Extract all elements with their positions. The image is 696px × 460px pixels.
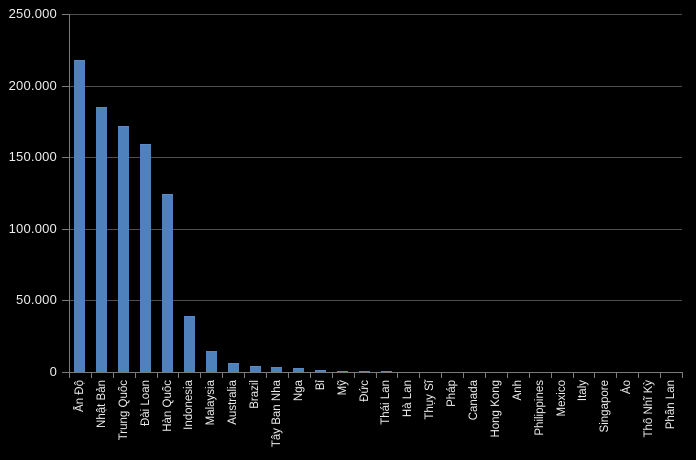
y-axis-tick	[62, 372, 69, 373]
x-axis-tick	[112, 373, 114, 378]
gridline	[69, 300, 682, 302]
y-axis-tick	[62, 14, 69, 15]
y-axis-tick	[62, 157, 69, 159]
bar	[271, 366, 283, 372]
x-axis-label: Thụy Sĩ	[424, 380, 437, 420]
gridline	[69, 14, 682, 15]
x-axis-label: Australia	[227, 380, 240, 425]
x-axis-tick	[287, 373, 289, 378]
y-axis-label: 50.000	[16, 292, 57, 308]
y-axis-label: 100.000	[8, 220, 57, 236]
x-axis-label: Phần Lan	[665, 380, 678, 430]
y-axis-tick	[62, 85, 69, 87]
x-axis-label: Nhật Bản	[95, 380, 108, 428]
x-axis-tick	[156, 373, 158, 378]
bar	[315, 369, 327, 372]
x-axis-tick	[682, 373, 683, 378]
x-axis-tick	[506, 373, 508, 378]
bar	[337, 370, 349, 372]
x-axis-tick	[69, 373, 70, 378]
bar	[118, 125, 130, 372]
x-axis-label: Hà Lan	[402, 380, 415, 418]
x-axis-tick	[528, 373, 530, 378]
gridline	[69, 85, 682, 87]
x-axis-label: Indonesia	[183, 380, 196, 430]
bar	[359, 371, 371, 373]
bar	[380, 371, 392, 373]
x-axis-label: Singapore	[599, 380, 612, 433]
x-axis-label: Hong Kong	[489, 380, 502, 438]
x-axis-label: Anh	[511, 380, 524, 401]
y-axis-line	[69, 14, 70, 373]
y-axis-label: 200.000	[8, 77, 57, 93]
x-axis-tick	[353, 373, 355, 378]
x-axis-tick	[484, 373, 486, 378]
x-axis-label: Italy	[577, 380, 590, 402]
x-axis-tick	[397, 373, 399, 378]
x-axis-label: Thái Lan	[380, 380, 393, 425]
x-axis-label: Bỉ	[314, 380, 327, 391]
y-axis-label: 150.000	[8, 149, 57, 165]
x-axis-label: Malaysia	[205, 380, 218, 426]
x-axis-label: Mỹ	[336, 380, 349, 396]
x-axis-tick	[266, 373, 268, 378]
bar	[293, 367, 305, 372]
x-axis-tick	[419, 373, 421, 378]
bar	[205, 350, 217, 372]
x-axis-label: Pháp	[446, 380, 459, 407]
bar	[96, 107, 108, 372]
x-axis-tick	[90, 373, 92, 378]
bar	[249, 365, 261, 372]
bar	[140, 144, 152, 372]
x-axis-label: Ấn Độ	[73, 380, 86, 412]
x-axis-tick	[375, 373, 377, 378]
x-axis-tick	[200, 373, 202, 378]
y-axis-tick	[62, 300, 69, 302]
x-axis-label: Tây Ban Nha	[270, 380, 283, 448]
x-axis-label: Đức	[358, 380, 371, 402]
y-axis-tick	[62, 228, 69, 230]
x-axis-tick	[244, 373, 246, 378]
y-axis-label: 250.000	[8, 6, 57, 21]
x-axis-label: Philippines	[533, 380, 546, 436]
x-axis-tick	[331, 373, 333, 378]
bar	[183, 316, 195, 372]
gridline	[69, 157, 682, 159]
x-axis-tick	[134, 373, 136, 378]
bar	[227, 362, 239, 372]
x-axis-tick	[550, 373, 552, 378]
x-axis-tick	[222, 373, 224, 378]
x-axis-label: Brazil	[249, 380, 262, 409]
x-axis-label: Nga	[292, 380, 305, 402]
x-axis-label: Canada	[468, 380, 481, 421]
gridline	[69, 228, 682, 230]
x-axis-tick	[638, 373, 640, 378]
x-axis-tick	[660, 373, 662, 378]
bar	[162, 194, 174, 372]
x-axis-label: Áo	[621, 380, 634, 395]
x-axis-tick	[616, 373, 618, 378]
x-axis-tick	[594, 373, 596, 378]
bar	[74, 59, 86, 372]
y-axis-label: 0	[49, 364, 57, 379]
x-axis-label: Thổ Nhĩ Kỳ	[643, 380, 656, 438]
x-axis-label: Đài Loan	[139, 380, 152, 427]
x-axis-label: Trung Quốc	[117, 380, 130, 441]
x-axis-label: Mexico	[555, 380, 568, 417]
x-axis-tick	[572, 373, 574, 378]
x-axis-tick	[178, 373, 180, 378]
x-axis-tick	[463, 373, 465, 378]
x-axis-label: Hàn Quốc	[161, 380, 174, 432]
x-axis-line	[69, 372, 683, 373]
x-axis-tick	[441, 373, 443, 378]
x-axis-tick	[309, 373, 311, 378]
